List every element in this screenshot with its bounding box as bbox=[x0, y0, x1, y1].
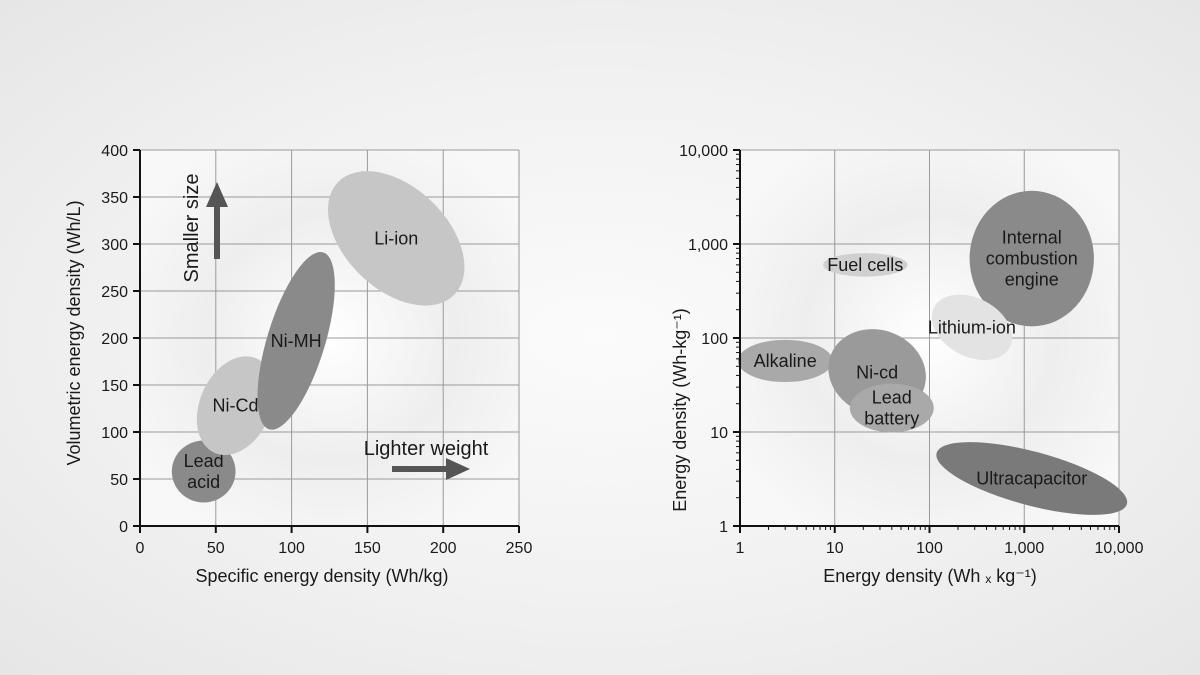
region-label: Lead bbox=[184, 451, 224, 471]
up-arrow-icon bbox=[206, 182, 228, 259]
region-li-ion bbox=[327, 171, 465, 306]
axes-left bbox=[133, 149, 520, 533]
region-label: Alkaline bbox=[754, 351, 817, 371]
y-tick-label: 350 bbox=[101, 190, 128, 207]
x-tick-label: 10 bbox=[826, 540, 844, 557]
region-label: Fuel cells bbox=[827, 255, 903, 275]
y-tick-label: 10,000 bbox=[679, 143, 728, 160]
region-label: Ni-MH bbox=[271, 331, 322, 351]
y-tick-label: 300 bbox=[101, 237, 128, 254]
region-alkaline bbox=[737, 339, 833, 383]
ticks-right: 1 10 100 1,000 10,000 1 10 100 1,000 10,000 bbox=[679, 143, 1144, 557]
x-tick-label: 0 bbox=[136, 540, 145, 557]
x-tick-label: 100 bbox=[278, 540, 305, 557]
region-label: Ni-Cd bbox=[213, 396, 259, 416]
x-tick-label: 250 bbox=[506, 540, 533, 557]
region-lead-acid bbox=[171, 440, 236, 503]
lighter-weight-text: Lighter weight bbox=[364, 438, 489, 460]
region-label: engine bbox=[1005, 270, 1059, 290]
region-ni-mh bbox=[257, 251, 335, 430]
region-label: Internal bbox=[1002, 228, 1062, 248]
region-lithium-ion bbox=[931, 294, 1013, 360]
right-arrow-icon bbox=[392, 458, 470, 480]
region-label: Ultracapacitor bbox=[976, 469, 1087, 489]
y-tick-label: 1,000 bbox=[688, 237, 728, 254]
y-tick-label: 400 bbox=[101, 143, 128, 160]
region-label: Lithium-ion bbox=[928, 317, 1016, 337]
region-lead-battery bbox=[849, 383, 934, 433]
x-axis-label-right: Energy density (Wh ₓ kg⁻¹) bbox=[823, 566, 1036, 586]
y-tick-label: 0 bbox=[119, 519, 128, 536]
y-tick-label: 50 bbox=[110, 472, 128, 489]
region-ultracapacitor bbox=[936, 442, 1128, 515]
y-tick-label: 150 bbox=[101, 378, 128, 395]
x-tick-label: 1 bbox=[736, 540, 745, 557]
y-tick-label: 1 bbox=[719, 519, 728, 536]
y-tick-label: 200 bbox=[101, 331, 128, 348]
smaller-size-annotation: Smaller size bbox=[181, 174, 228, 283]
y-tick-label: 250 bbox=[101, 284, 128, 301]
region-ni-cd bbox=[196, 356, 275, 456]
x-tick-label: 100 bbox=[916, 540, 943, 557]
x-tick-label: 200 bbox=[430, 540, 457, 557]
x-tick-label: 50 bbox=[207, 540, 225, 557]
smaller-size-text: Smaller size bbox=[181, 174, 203, 283]
y-axis-label-right: Energy density (Wh-kg⁻¹) bbox=[670, 308, 690, 512]
region-label: Lead bbox=[872, 388, 912, 408]
x-axis-label-left: Specific energy density (Wh/kg) bbox=[195, 566, 448, 586]
y-tick-label: 100 bbox=[701, 331, 728, 348]
region-internal-combustion-engine bbox=[969, 190, 1094, 327]
region-label: acid bbox=[187, 472, 220, 492]
region-label: Ni-cd bbox=[856, 362, 898, 382]
region-fuel-cells bbox=[823, 253, 908, 277]
x-tick-label: 150 bbox=[354, 540, 381, 557]
y-tick-label: 100 bbox=[101, 425, 128, 442]
region-label: Li-ion bbox=[374, 228, 418, 248]
region-label: battery bbox=[864, 409, 919, 429]
y-tick-label: 10 bbox=[710, 425, 728, 442]
region-label: combustion bbox=[986, 249, 1078, 269]
lighter-weight-annotation: Lighter weight bbox=[364, 438, 489, 480]
x-tick-label: 1,000 bbox=[1004, 540, 1044, 557]
y-axis-label-left: Volumetric energy density (Wh/L) bbox=[64, 200, 84, 465]
x-tick-label: 10,000 bbox=[1095, 540, 1144, 557]
ticks-left: 0 50 100 150 200 250 0 50 100 150 200 250 300 350 400 bbox=[101, 143, 532, 557]
axes-right bbox=[733, 149, 1120, 533]
